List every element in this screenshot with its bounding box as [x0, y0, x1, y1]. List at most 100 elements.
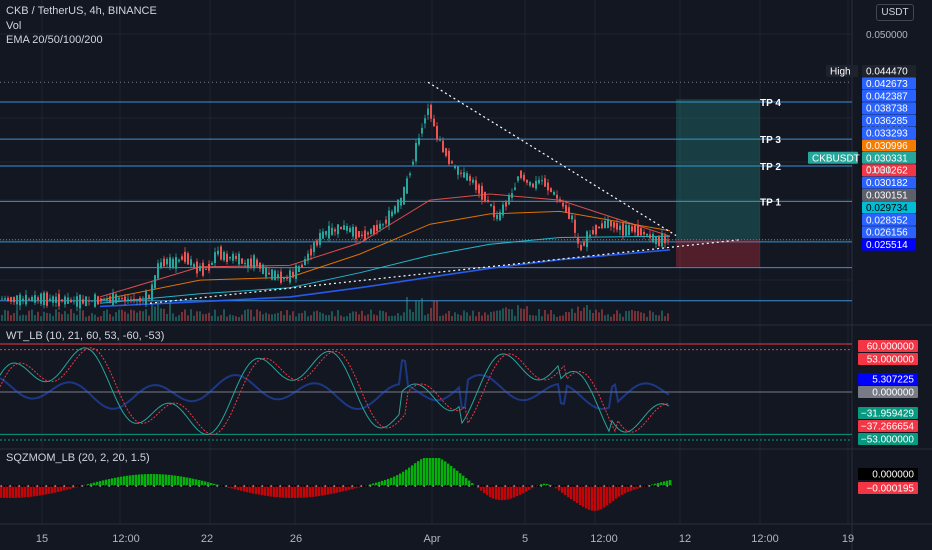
candle-body: [151, 284, 153, 301]
volume-legend[interactable]: Vol: [6, 20, 22, 32]
candle-body: [286, 276, 288, 279]
candle-body: [475, 180, 477, 190]
sqz-tag: [858, 468, 918, 480]
price-tag-value: 0.044470: [866, 67, 908, 78]
sqz-dot: [243, 485, 245, 487]
volume-bar: [220, 315, 222, 321]
price-tag: [862, 213, 916, 226]
candle-body: [559, 199, 561, 202]
sqz-bar: [570, 486, 573, 500]
sqz-dot: [126, 485, 128, 487]
sqz-bar: [33, 486, 36, 497]
candle-body: [16, 295, 18, 305]
candle-body: [82, 299, 84, 304]
candle-body: [628, 224, 630, 236]
sqz-dot: [450, 485, 452, 487]
sqz-bar: [123, 476, 126, 486]
sqz-dot: [294, 485, 296, 487]
candle-body: [601, 223, 603, 229]
sqz-dot: [372, 485, 374, 487]
sqz-bar: [606, 486, 609, 506]
sqz-dot: [3, 485, 5, 487]
candle-body: [241, 258, 243, 264]
sqz-dot: [408, 485, 410, 487]
candle-body: [523, 174, 525, 181]
candle-body: [268, 272, 270, 275]
sqz-dot: [609, 485, 611, 487]
sqz-legend[interactable]: SQZMOM_LB (20, 2, 20, 1.5): [6, 452, 150, 464]
sqz-dot: [165, 485, 167, 487]
candle-body: [220, 246, 222, 260]
sqz-dot: [246, 485, 248, 487]
sqz-bar: [522, 486, 525, 494]
candle-body: [397, 199, 399, 212]
candle-body: [262, 264, 264, 274]
sqz-dot: [300, 485, 302, 487]
sqz-dot: [75, 485, 77, 487]
candle-body: [433, 118, 435, 127]
sqz-dot: [306, 485, 308, 487]
volume-bar: [436, 300, 438, 321]
wt-legend[interactable]: WT_LB (10, 21, 60, 53, -60, -53): [6, 330, 165, 342]
sqz-bar: [621, 486, 624, 495]
wt-tag: [858, 433, 918, 445]
price-tag-value: 0.028352: [866, 215, 908, 226]
currency-button[interactable]: USDT: [876, 4, 914, 21]
volume-bar: [28, 310, 30, 321]
candle-body: [382, 224, 384, 226]
sqz-bar: [408, 467, 411, 486]
volume-bar: [361, 310, 363, 321]
volume-bar: [79, 311, 81, 321]
price-tag-label: CKBUSDT: [812, 153, 860, 164]
sqz-bar: [204, 481, 207, 486]
volume-bar: [316, 310, 318, 321]
sqz-dot: [204, 485, 206, 487]
volume-bar: [601, 309, 603, 321]
candle-body: [415, 142, 417, 162]
volume-bar: [10, 315, 12, 321]
candle-body: [487, 200, 489, 202]
volume-bar: [478, 311, 480, 321]
sqz-dot: [585, 485, 587, 487]
price-tag-value: 0.038738: [866, 104, 908, 115]
volume-bar: [253, 316, 255, 321]
sqz-bar: [246, 486, 249, 493]
sqz-dot: [444, 485, 446, 487]
candle-body: [538, 179, 540, 184]
volume-bar: [523, 308, 525, 321]
sqz-dot: [405, 485, 407, 487]
price-tag: [862, 65, 916, 77]
sqz-bar: [465, 478, 468, 486]
sqz-bar: [426, 458, 429, 486]
volume-bar: [43, 311, 45, 321]
candle-body: [4, 298, 6, 300]
ema-line: [99, 210, 671, 301]
sqz-bar: [264, 486, 267, 496]
sqz-dot: [648, 485, 650, 487]
candle-body: [655, 236, 657, 245]
candle-body: [652, 233, 654, 243]
candle-body: [247, 258, 249, 269]
volume-bar: [553, 314, 555, 321]
sqz-dot: [312, 485, 314, 487]
volume-bar: [247, 309, 249, 321]
sqz-bar: [120, 476, 123, 486]
sqz-dot: [93, 485, 95, 487]
candle-body: [85, 296, 87, 307]
sqz-bar: [189, 478, 192, 486]
sqz-dot: [282, 485, 284, 487]
volume-bar: [160, 308, 162, 321]
candle-body: [7, 297, 9, 301]
sqz-bar: [423, 458, 426, 486]
sqz-dot: [240, 485, 242, 487]
symbol-legend[interactable]: CKB / TetherUS, 4h, BINANCE: [6, 5, 157, 17]
volume-bar: [499, 310, 501, 321]
sqz-bar: [237, 486, 240, 491]
price-tag: [862, 114, 916, 127]
price-tag: [862, 139, 916, 152]
sqz-bar: [591, 486, 594, 511]
sqz-dot: [150, 485, 152, 487]
sqz-bar: [165, 474, 168, 486]
ema-legend[interactable]: EMA 20/50/100/200: [6, 34, 103, 46]
